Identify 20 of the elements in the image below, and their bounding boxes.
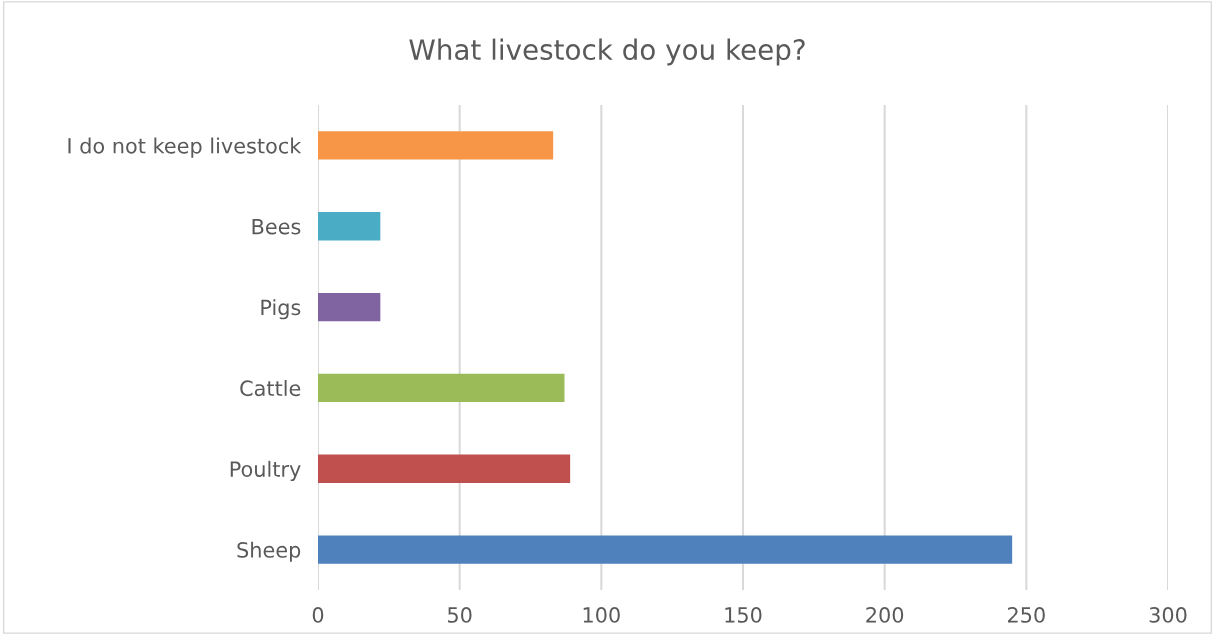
y-tick-label: Cattle <box>240 380 301 397</box>
bar <box>318 131 554 160</box>
x-tick-label: 50 <box>448 607 472 623</box>
bar <box>318 292 381 322</box>
bar <box>318 454 571 483</box>
x-tick-label: 300 <box>1149 607 1187 623</box>
y-tick-label: Poultry <box>230 460 301 481</box>
chart-title: What livestock do you keep? <box>409 38 805 66</box>
bar <box>318 212 381 241</box>
x-tick-label: 150 <box>725 607 762 623</box>
bar <box>318 535 1013 564</box>
x-tick-label: 0 <box>312 607 324 623</box>
x-tick-label: 100 <box>583 607 620 623</box>
y-tick-label: Bees <box>252 218 301 235</box>
bar <box>318 373 565 403</box>
y-tick-label: I do not keep livestock <box>68 137 302 158</box>
x-tick-label: 250 <box>1007 607 1045 623</box>
x-tick-label: 200 <box>866 607 904 623</box>
y-tick-label: Pigs <box>261 299 301 320</box>
y-tick-label: Sheep <box>237 541 301 562</box>
